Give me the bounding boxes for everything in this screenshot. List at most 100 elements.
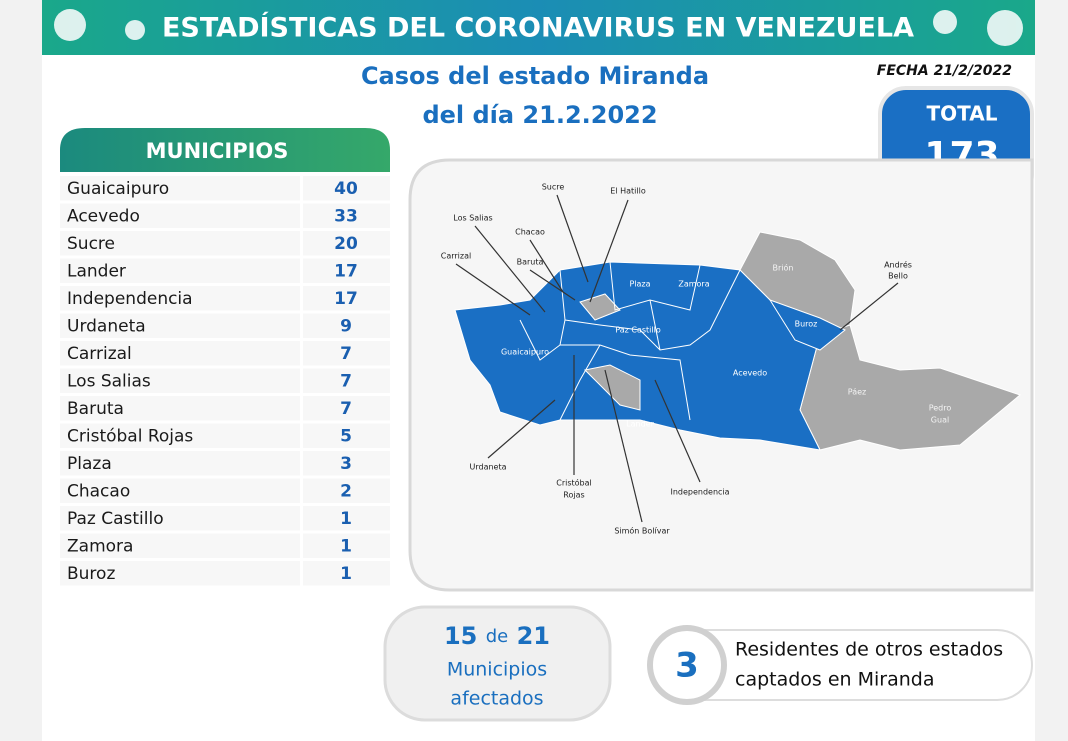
header-title: ESTADÍSTICAS DEL CORONAVIRUS EN VENEZUEL…: [162, 12, 914, 44]
row-name-cell: [60, 313, 300, 338]
table-row: Chacao 2: [60, 478, 390, 503]
table-row: Lander 17: [60, 258, 390, 283]
row-name-cell: [60, 478, 300, 503]
municipality-name: Carrizal: [67, 344, 132, 364]
affected-text: Municipios: [447, 659, 547, 681]
map-label: Buroz: [795, 320, 818, 329]
map-label: Paz Castillo: [615, 326, 661, 335]
row-name-cell: [60, 451, 300, 476]
row-name-cell: [60, 533, 300, 558]
subtitle: del día 21.2.2022: [422, 101, 657, 129]
table-row: Paz Castillo 1: [60, 506, 390, 531]
map-label: Brión: [773, 263, 794, 273]
table-row: Cristóbal Rojas 5: [60, 423, 390, 448]
map-label: Urdaneta: [469, 463, 506, 472]
municipality-name: Sucre: [67, 234, 115, 254]
row-value-cell: [303, 231, 390, 256]
municipality-name: Acevedo: [67, 206, 140, 226]
row-value-cell: [303, 478, 390, 503]
row-name-cell: [60, 231, 300, 256]
header-band: [42, 0, 1035, 55]
row-value-cell: [303, 423, 390, 448]
case-count: 40: [334, 179, 358, 199]
affected-count: 15 de 21: [444, 622, 550, 650]
row-name-cell: [60, 423, 300, 448]
municipality-name: Paz Castillo: [67, 509, 164, 529]
row-value-cell: [303, 451, 390, 476]
map-label: Gual: [931, 416, 949, 425]
row-name-cell: [60, 396, 300, 421]
map-leaders: [455, 194, 899, 523]
row-value-cell: [303, 258, 390, 283]
map-label: Simón Bolívar: [614, 526, 670, 536]
row-value-cell: [303, 203, 390, 228]
map-label: Chacao: [515, 228, 545, 237]
municipality-name: Independencia: [67, 289, 193, 309]
map-label: Pedro: [929, 404, 952, 413]
map-label: Carrizal: [441, 252, 471, 261]
case-count: 17: [334, 289, 358, 309]
municipality-name: Plaza: [67, 454, 112, 474]
residents-text: captados en Miranda: [735, 669, 935, 691]
residents-count: 3: [675, 646, 699, 686]
case-count: 3: [340, 454, 352, 474]
case-count: 7: [340, 371, 352, 391]
virus-icons: [54, 9, 1023, 46]
table-row: Sucre 20: [60, 231, 390, 256]
map-label: Acevedo: [733, 369, 767, 378]
row-value-cell: [303, 313, 390, 338]
residents-circle: [647, 625, 727, 705]
row-value-cell: [303, 506, 390, 531]
map: [454, 231, 1022, 451]
table-row: Los Salias 7: [60, 368, 390, 393]
affected-box: [383, 605, 612, 722]
row-value-cell: [303, 561, 390, 586]
map-label: Baruta: [517, 258, 544, 267]
map-label: Lander: [626, 420, 654, 429]
map-label: Guaicaipuro: [501, 348, 549, 357]
case-count: 7: [340, 344, 352, 364]
table-row: Acevedo 33: [60, 203, 390, 228]
row-name-cell: [60, 286, 300, 311]
case-count: 7: [340, 399, 352, 419]
municipality-name: Chacao: [67, 481, 130, 501]
map-label: Zamora: [678, 280, 709, 289]
case-count: 9: [340, 316, 352, 336]
row-name-cell: [60, 258, 300, 283]
row-value-cell: [303, 396, 390, 421]
case-count: 1: [340, 509, 352, 529]
row-value-cell: [303, 533, 390, 558]
case-count: 33: [334, 206, 358, 226]
date: FECHA 21/2/2022: [877, 63, 1012, 79]
row-name-cell: [60, 506, 300, 531]
row-name-cell: [60, 341, 300, 366]
row-name-cell: [60, 368, 300, 393]
table-row: Carrizal 7: [60, 341, 390, 366]
table-row: Urdaneta 9: [60, 313, 390, 338]
row-value-cell: [303, 368, 390, 393]
map-label: Páez: [848, 388, 867, 397]
table-row: Plaza 3: [60, 451, 390, 476]
map-label: Sucre: [542, 183, 565, 192]
row-name-cell: [60, 176, 300, 201]
table-header-bg: [60, 128, 390, 172]
row-value-cell: [303, 176, 390, 201]
row-name-cell: [60, 561, 300, 586]
row-value-cell: [303, 286, 390, 311]
total-label: TOTAL: [927, 102, 998, 126]
residents-text: Residentes de otros estados: [735, 639, 1003, 661]
map-label: Los Salias: [453, 214, 492, 223]
row-name-cell: [60, 203, 300, 228]
map-label: Cristóbal: [556, 478, 592, 488]
municipality-name: Guaicaipuro: [67, 179, 169, 199]
table-header: MUNICIPIOS: [146, 139, 289, 163]
municipality-name: Lander: [67, 261, 126, 281]
map-label: Andrés: [884, 260, 912, 270]
row-value-cell: [303, 341, 390, 366]
table-row: Guaicaipuro 40: [60, 176, 390, 201]
map-label: El Hatillo: [610, 187, 646, 196]
municipality-name: Urdaneta: [67, 316, 146, 336]
case-count: 20: [334, 234, 358, 254]
